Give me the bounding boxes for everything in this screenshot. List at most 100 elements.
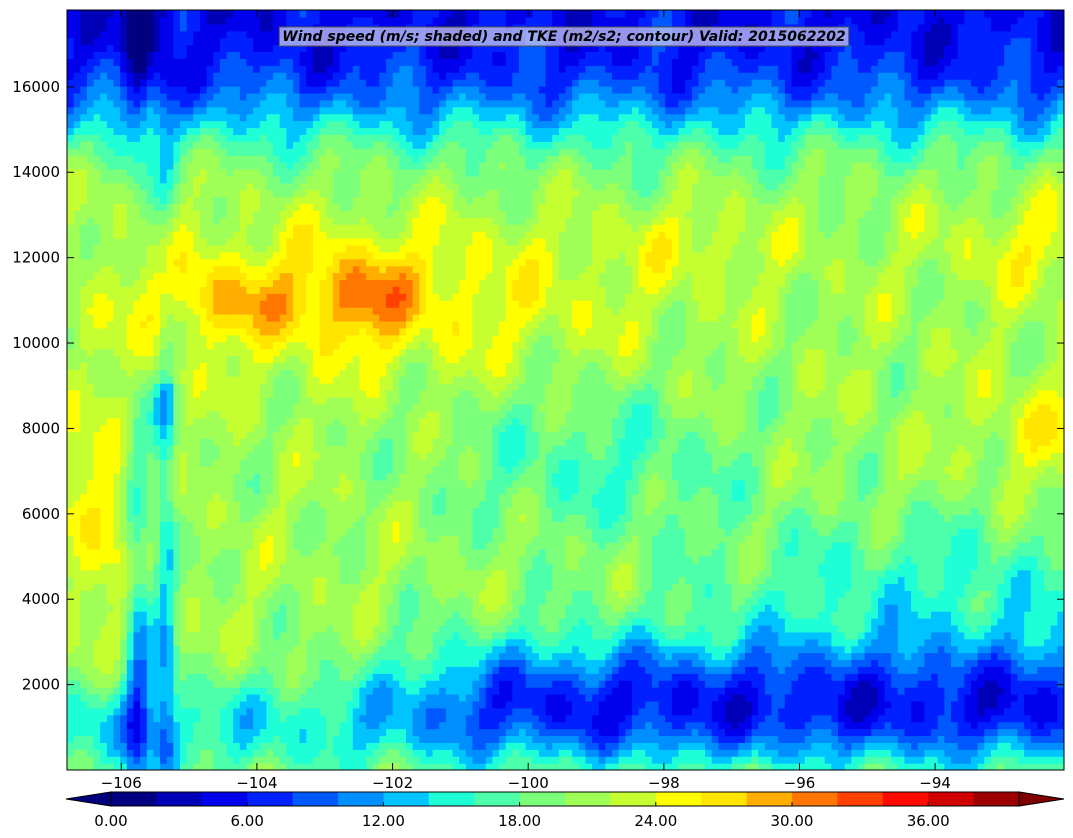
field-cell xyxy=(432,694,440,702)
field-cell xyxy=(744,728,753,737)
field-cell xyxy=(944,631,952,640)
field-cell xyxy=(80,535,88,543)
field-cell xyxy=(113,562,121,571)
field-cell xyxy=(811,721,819,730)
field-cell xyxy=(538,763,547,770)
field-cell xyxy=(399,756,407,764)
field-cell xyxy=(1037,756,1045,764)
field-cell xyxy=(877,645,886,654)
field-cell xyxy=(711,645,719,654)
field-cell xyxy=(592,604,600,612)
field-cell xyxy=(877,569,886,578)
field-cell xyxy=(857,680,866,688)
field-cell xyxy=(80,583,88,591)
field-cell xyxy=(1057,618,1064,626)
field-cell xyxy=(784,555,793,564)
field-cell xyxy=(538,583,547,591)
field-cell xyxy=(499,645,507,654)
field-cell xyxy=(691,687,700,695)
field-cell xyxy=(552,555,560,564)
field-cell xyxy=(658,645,666,654)
field-cell xyxy=(891,756,899,764)
field-cell xyxy=(864,569,872,578)
field-cell xyxy=(193,707,201,716)
field-cell xyxy=(738,707,746,716)
field-cell xyxy=(798,694,806,702)
field-cell xyxy=(791,604,799,612)
field-cell xyxy=(944,659,952,667)
field-cell xyxy=(246,611,254,619)
field-cell xyxy=(372,666,380,674)
field-cell xyxy=(399,680,407,688)
field-cell xyxy=(499,673,507,681)
field-cell xyxy=(851,555,859,564)
field-cell xyxy=(558,555,567,564)
field-cell xyxy=(425,548,434,557)
field-cell xyxy=(585,694,593,702)
field-cell xyxy=(711,548,719,557)
field-cell xyxy=(479,666,487,674)
field-cell xyxy=(618,638,626,647)
field-cell xyxy=(671,576,680,585)
field-cell xyxy=(339,611,347,619)
field-cell xyxy=(665,611,673,619)
field-cell xyxy=(445,707,454,716)
field-cell xyxy=(219,583,228,591)
field-cell xyxy=(140,694,148,702)
field-cell xyxy=(525,659,533,667)
field-cell xyxy=(439,618,447,626)
field-cell xyxy=(977,562,985,571)
field-cell xyxy=(1037,659,1045,667)
field-cell xyxy=(366,638,374,647)
field-cell xyxy=(891,631,899,640)
field-cell xyxy=(665,707,673,716)
field-cell xyxy=(917,694,926,702)
field-cell xyxy=(605,631,613,640)
field-cell xyxy=(505,735,513,743)
field-cell xyxy=(585,624,593,633)
field-cell xyxy=(1037,700,1045,709)
field-cell xyxy=(545,735,553,743)
field-cell xyxy=(199,742,208,750)
field-cell xyxy=(764,749,773,757)
field-cell xyxy=(904,687,912,695)
field-cell xyxy=(379,618,387,626)
field-cell xyxy=(651,694,660,702)
field-cell xyxy=(186,590,194,598)
field-cell xyxy=(405,583,414,591)
field-cell xyxy=(219,707,228,716)
field-cell xyxy=(984,645,992,654)
field-cell xyxy=(219,756,228,764)
field-cell xyxy=(259,700,267,709)
field-cell xyxy=(492,604,500,612)
field-cell xyxy=(439,680,447,688)
field-cell xyxy=(924,714,932,723)
field-cell xyxy=(538,590,547,598)
field-cell xyxy=(346,562,354,571)
field-cell xyxy=(1030,645,1039,654)
field-cell xyxy=(532,624,540,633)
field-cell xyxy=(771,562,779,571)
field-cell xyxy=(432,707,440,716)
field-cell xyxy=(964,749,972,757)
field-cell xyxy=(120,562,128,571)
field-cell xyxy=(618,742,626,750)
field-cell xyxy=(957,763,965,770)
field-cell xyxy=(964,638,972,647)
field-cell xyxy=(492,728,500,737)
field-cell xyxy=(266,590,274,598)
field-cell xyxy=(1017,638,1025,647)
field-cell xyxy=(512,555,520,564)
field-cell xyxy=(937,666,945,674)
field-cell xyxy=(352,666,361,674)
field-cell xyxy=(352,714,361,723)
field-cell xyxy=(259,735,267,743)
field-cell xyxy=(518,562,527,571)
field-cell xyxy=(499,597,507,605)
field-cell xyxy=(532,742,540,750)
field-cell xyxy=(778,645,786,654)
field-cell xyxy=(525,624,533,633)
field-cell xyxy=(758,673,766,681)
field-cell xyxy=(386,652,394,661)
field-cell xyxy=(738,631,746,640)
